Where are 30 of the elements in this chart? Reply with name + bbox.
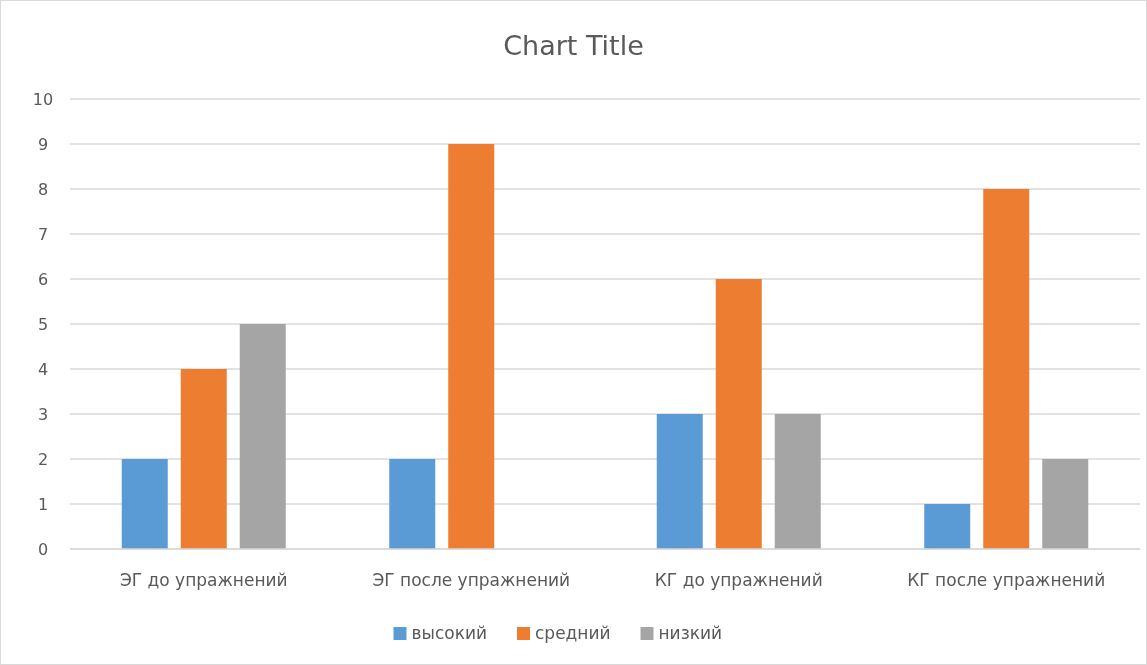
y-tick-label: 4 — [37, 359, 49, 379]
bar — [983, 189, 1030, 549]
bar — [715, 279, 762, 549]
bar — [1042, 459, 1089, 549]
y-tick-label: 9 — [37, 134, 49, 154]
bar — [448, 144, 495, 549]
y-tick-label: 0 — [37, 539, 49, 559]
x-tick-label: КГ после упражнений — [907, 570, 1106, 590]
y-tick-label: 8 — [37, 179, 49, 199]
y-tick-label: 10 — [32, 89, 54, 109]
bar — [239, 324, 286, 549]
bar — [121, 459, 168, 549]
x-tick-label: ЭГ после упражнений — [372, 570, 571, 590]
bar — [774, 414, 821, 549]
bar — [389, 459, 436, 549]
bar — [180, 369, 227, 549]
y-tick-label: 7 — [37, 224, 49, 244]
y-tick-label: 6 — [37, 269, 49, 289]
x-tick-label: КГ до упражнений — [654, 570, 823, 590]
y-tick-label: 2 — [37, 449, 49, 469]
bar — [656, 414, 703, 549]
bar — [924, 504, 971, 549]
legend-label: низкий — [658, 623, 723, 643]
chart-title: Chart Title — [503, 30, 644, 61]
y-tick-label: 1 — [37, 494, 49, 514]
y-tick-label: 3 — [37, 404, 49, 424]
legend-label: высокий — [411, 623, 488, 643]
legend-label: средний — [535, 623, 611, 643]
x-tick-label: ЭГ до упражнений — [119, 570, 288, 590]
y-tick-label: 5 — [37, 314, 49, 334]
